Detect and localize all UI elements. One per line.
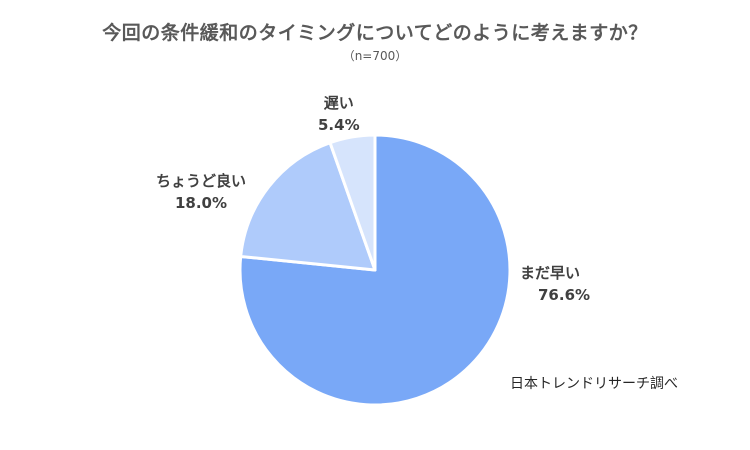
slice-name: ちょうど良い (156, 172, 247, 190)
chart-title: 今回の条件緩和のタイミングについてどのように考えますか？ (102, 22, 648, 44)
chart-subtitle: （n=700） (342, 49, 408, 63)
slice-percent: 76.6% (538, 286, 591, 304)
pie-slice-choudo-yoi (239, 141, 377, 272)
slice-label-osoi: 遅い 5.4% (318, 92, 360, 136)
slice-name: まだ早い (520, 264, 581, 282)
slice-percent: 5.4% (318, 116, 360, 134)
slice-label-mada-hayai: まだ早い 76.6% (520, 262, 590, 306)
source-note: 日本トレンドリサーチ調べ (510, 376, 678, 392)
slice-label-choudo-yoi: ちょうど良い 18.0% (156, 170, 246, 214)
slice-percent: 18.0% (174, 194, 228, 212)
slice-name: 遅い (323, 94, 354, 112)
pie-slice-osoi (328, 133, 377, 272)
